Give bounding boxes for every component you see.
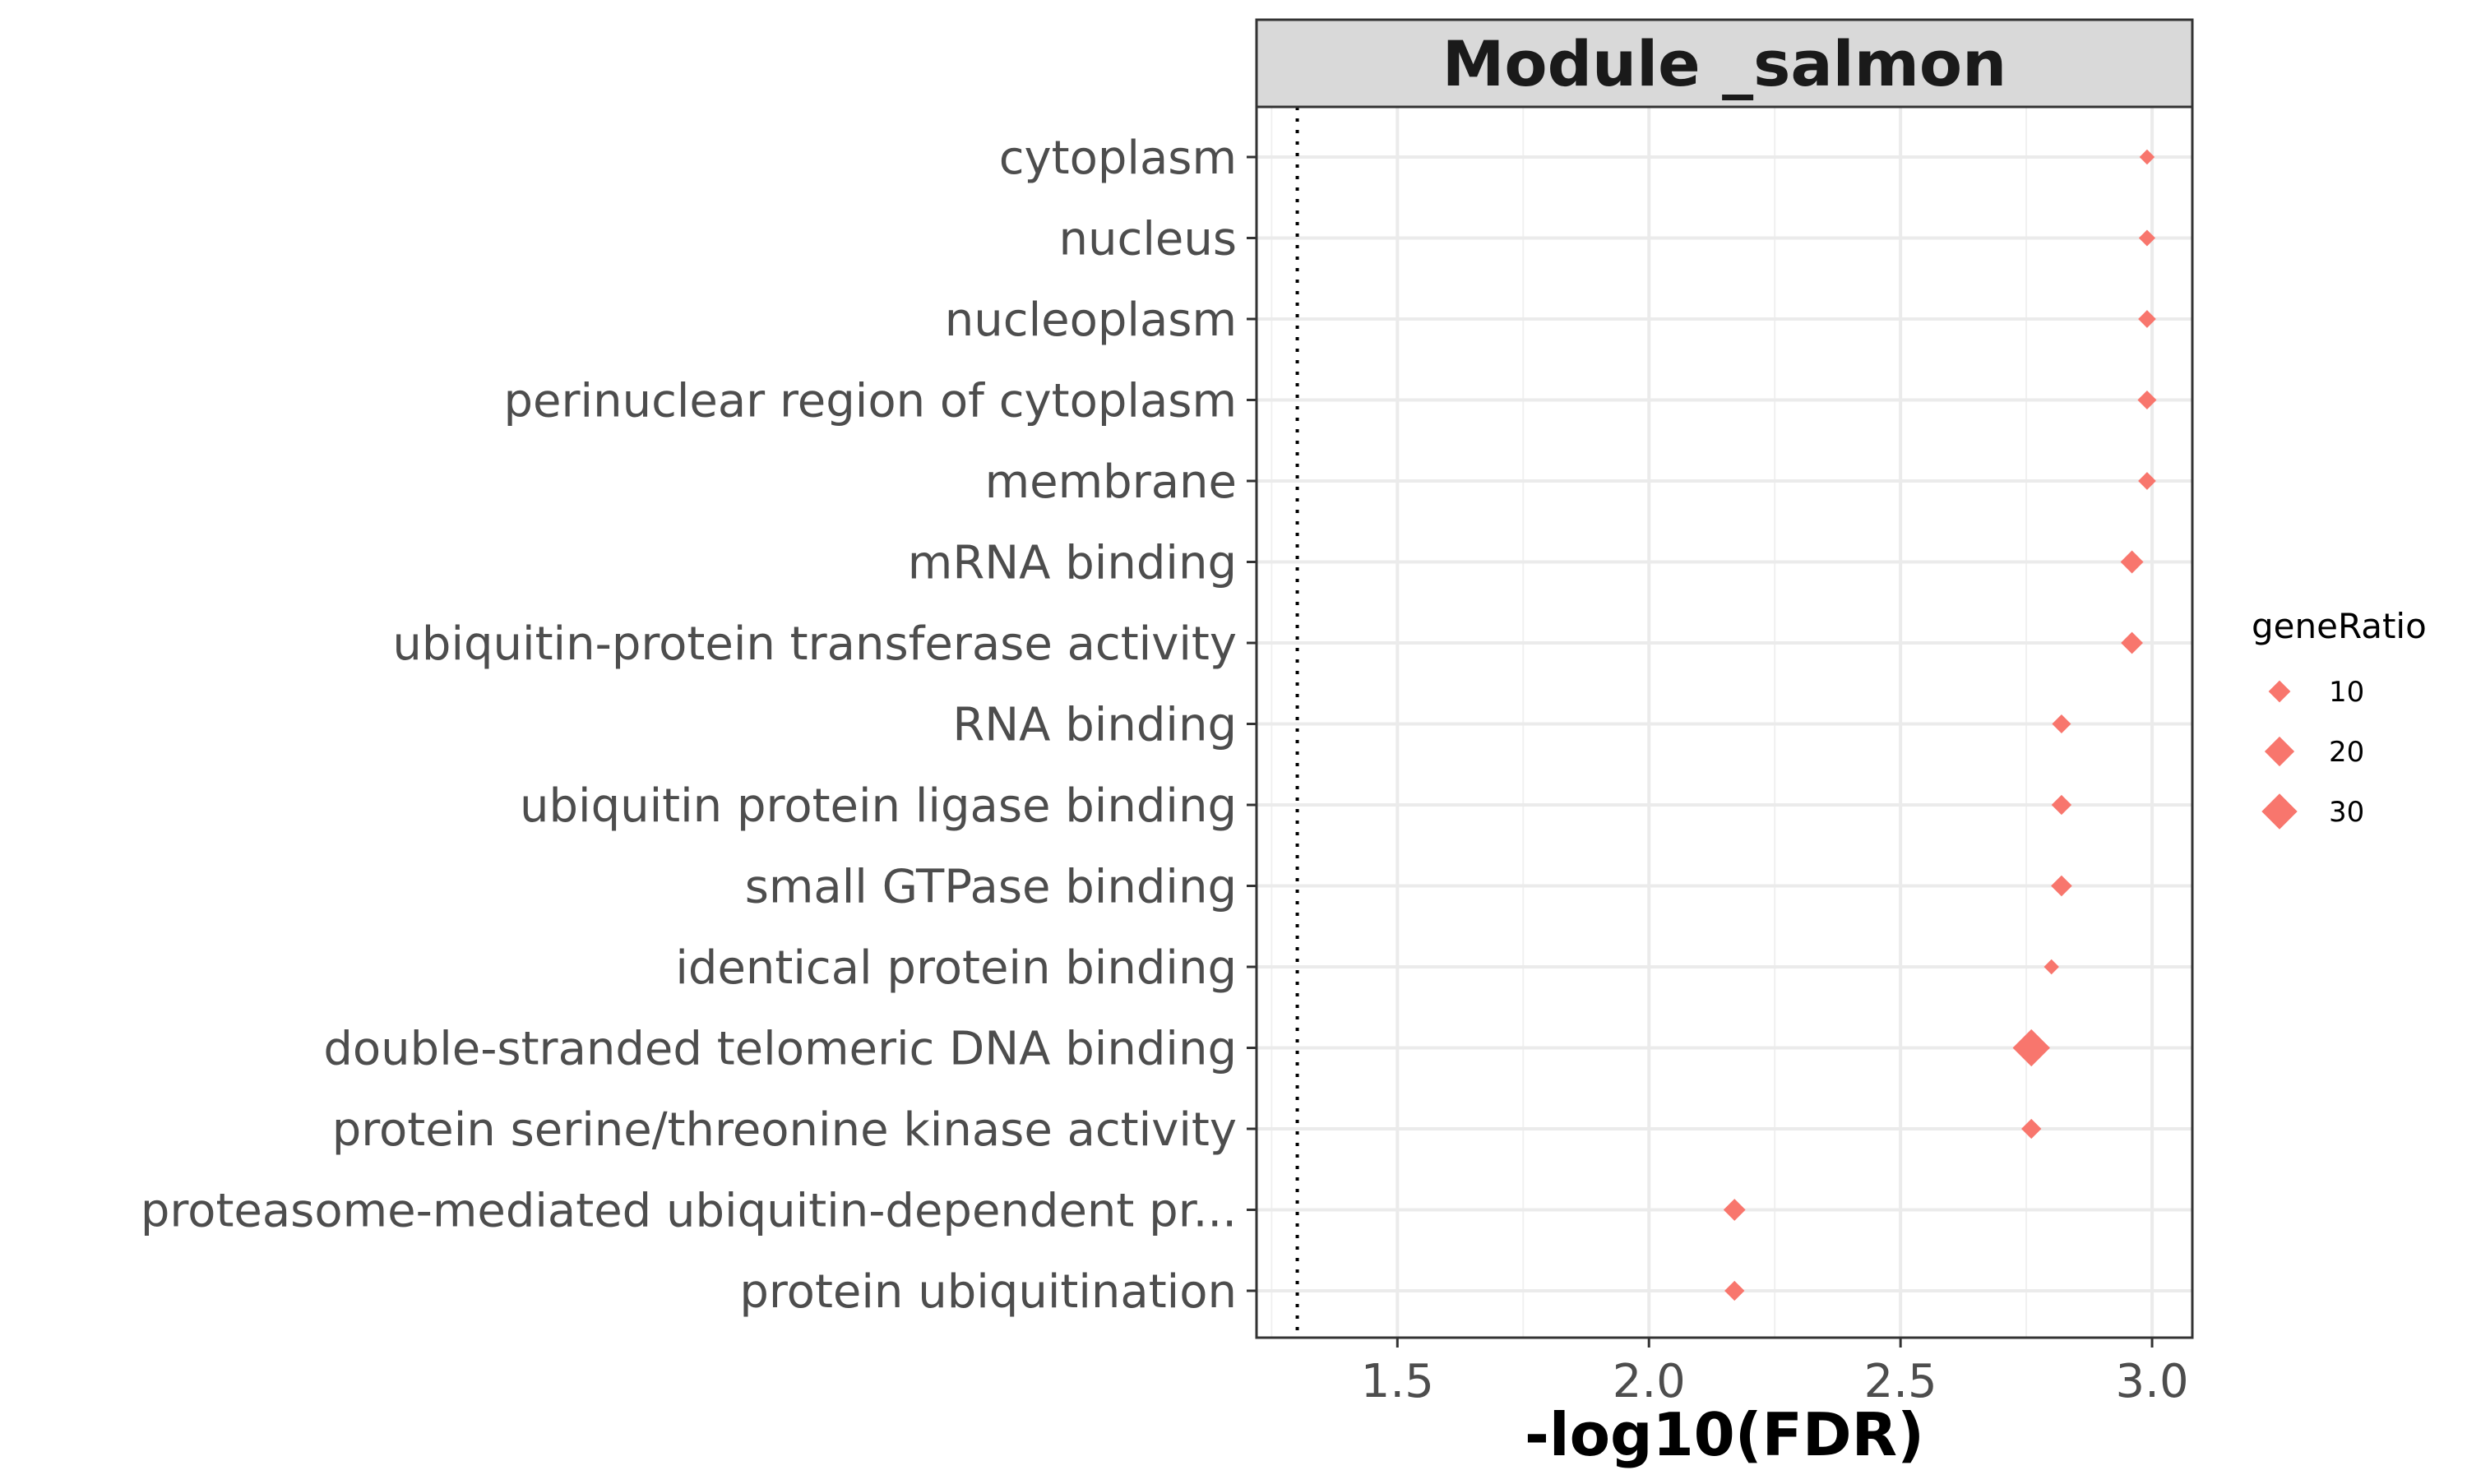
x-tick-label: 3.0 (2116, 1355, 2189, 1408)
y-tick-label: protein serine/threonine kinase activity (332, 1103, 1237, 1157)
legend-key (2264, 736, 2295, 767)
y-tick-label: RNA binding (952, 699, 1237, 752)
data-point (2012, 1029, 2050, 1067)
legend-key (2261, 793, 2298, 830)
x-tick-label: 1.5 (1361, 1355, 1434, 1408)
x-tick-label: 2.0 (1613, 1355, 1686, 1408)
x-tick-label: 2.5 (1864, 1355, 1937, 1408)
data-point (2120, 550, 2144, 574)
data-point (2138, 310, 2156, 328)
strip-header (1255, 18, 2194, 109)
legend-label: 10 (2329, 676, 2364, 709)
y-tick-label: cytoplasm (999, 132, 1237, 185)
x-axis-title: -log10(FDR) (1525, 1400, 1924, 1469)
data-point (2138, 229, 2155, 247)
legend: 10 20 30 (2261, 676, 2364, 830)
data-points (1723, 149, 2157, 1301)
y-tick-label: protein ubiquitination (739, 1265, 1237, 1319)
x-axis: 1.5 2.0 2.5 3.0 (1361, 1338, 2189, 1408)
data-point (2051, 875, 2072, 897)
legend-label: 20 (2329, 736, 2364, 769)
chart-title: Module _salmon (1442, 27, 2007, 100)
y-tick-label: double-stranded telomeric DNA binding (323, 1023, 1237, 1076)
y-tick-label: membrane (985, 455, 1237, 509)
y-tick-label: nucleoplasm (945, 294, 1237, 347)
y-tick-label: proteasome-mediated ubiquitin-dependent … (141, 1185, 1237, 1238)
data-point (2137, 390, 2157, 410)
y-tick-label: perinuclear region of cytoplasm (504, 375, 1238, 428)
plot-border (1255, 105, 2194, 1339)
y-axis: cytoplasm nucleus nucleoplasm perinuclear r… (141, 132, 1257, 1319)
y-tick-label: ubiquitin-protein transferase activity (392, 617, 1237, 671)
data-point (1724, 1280, 1745, 1301)
legend-title: geneRatio (2252, 606, 2427, 646)
data-point (2139, 149, 2155, 165)
data-point (2121, 631, 2143, 654)
y-tick-label: nucleus (1059, 213, 1237, 266)
y-tick-label: mRNA binding (908, 537, 1237, 590)
data-point (2051, 794, 2072, 816)
data-point (2043, 959, 2059, 975)
data-point (2138, 472, 2156, 490)
data-point (2052, 714, 2071, 734)
y-tick-label: ubiquitin protein ligase binding (520, 779, 1237, 833)
y-tick-label: small GTPase binding (745, 861, 1237, 914)
data-point (1723, 1199, 1746, 1221)
legend-label: 30 (2329, 796, 2364, 829)
data-point (2021, 1118, 2042, 1140)
legend-key (2268, 680, 2291, 703)
y-tick-label: identical protein binding (675, 941, 1237, 995)
